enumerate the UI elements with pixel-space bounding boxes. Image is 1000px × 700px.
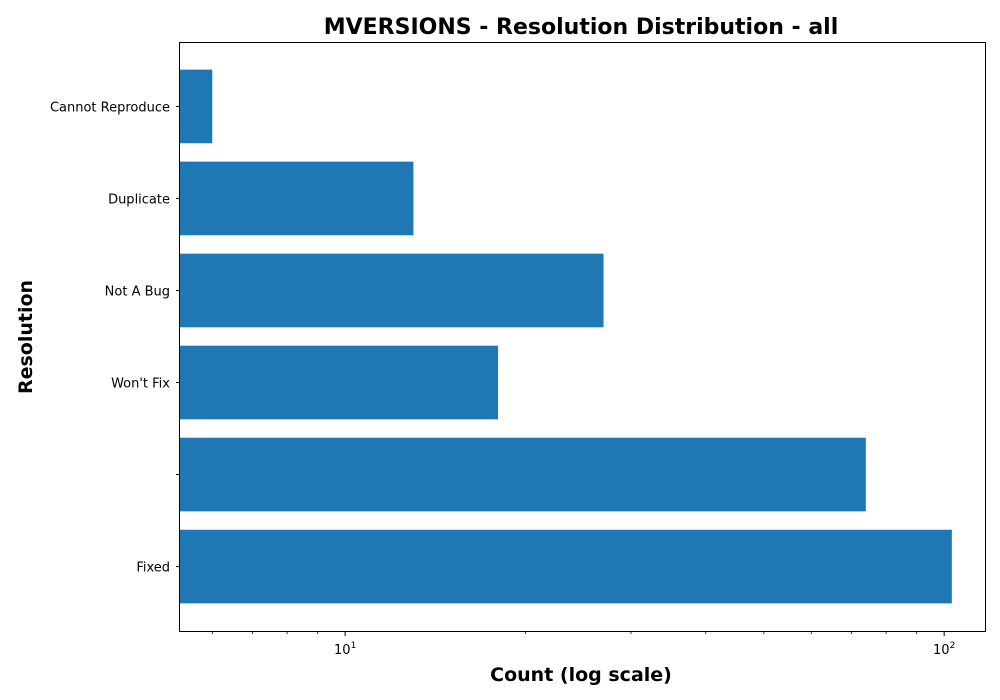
y-tick-label: Fixed	[136, 561, 170, 576]
bar-2	[180, 345, 499, 420]
x-tick-label: 101	[334, 641, 356, 658]
bar-1	[180, 437, 866, 512]
y-ticks-group: Fixed Won't Fix Not A Bug Duplicate Cannot R…	[50, 100, 180, 576]
bar-0	[180, 529, 952, 604]
bar-4	[180, 161, 414, 236]
bars-group	[180, 69, 952, 604]
y-tick-label: Cannot Reproduce	[50, 100, 170, 115]
plot-frame	[179, 42, 986, 632]
y-tick-label: Won't Fix	[111, 377, 170, 392]
chart-title: MVERSIONS - Resolution Distribution - al…	[324, 15, 839, 40]
bar-3	[180, 253, 604, 328]
x-axis-label: Count (log scale)	[490, 664, 672, 686]
x-ticks-group: 101 102	[211, 631, 955, 658]
y-tick-label: Not A Bug	[105, 284, 170, 299]
y-axis-label: Resolution	[15, 280, 37, 394]
x-tick-label: 102	[933, 641, 955, 658]
bar-5	[180, 69, 213, 144]
y-tick-label: Duplicate	[108, 192, 170, 207]
